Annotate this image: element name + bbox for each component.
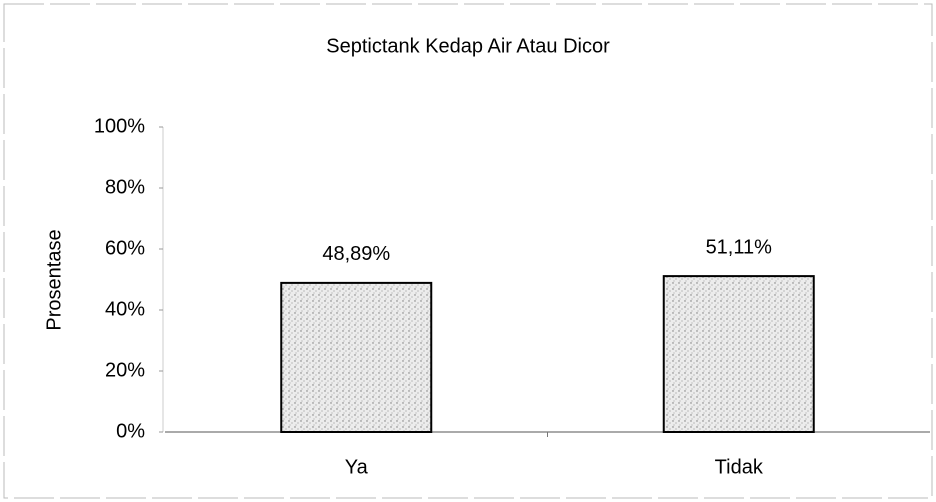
y-tick-label: 20% xyxy=(105,359,145,381)
chart-frame xyxy=(3,3,933,499)
x-tick-label: Ya xyxy=(345,456,369,478)
y-tick-label: 0% xyxy=(116,420,145,442)
bar xyxy=(662,275,815,433)
y-tick-label: 100% xyxy=(94,115,145,137)
data-label: 48,89% xyxy=(322,243,390,265)
data-label: 51,11% xyxy=(706,236,773,258)
y-tick-label: 80% xyxy=(105,176,145,198)
x-tick-label: Tidak xyxy=(715,456,764,478)
y-tick-label: 60% xyxy=(105,237,145,259)
chart-title: Septictank Kedap Air Atau Dicor xyxy=(326,35,610,57)
bar xyxy=(280,281,433,433)
y-tick-label: 40% xyxy=(105,298,145,320)
y-axis-label: Prosentase xyxy=(43,229,65,330)
